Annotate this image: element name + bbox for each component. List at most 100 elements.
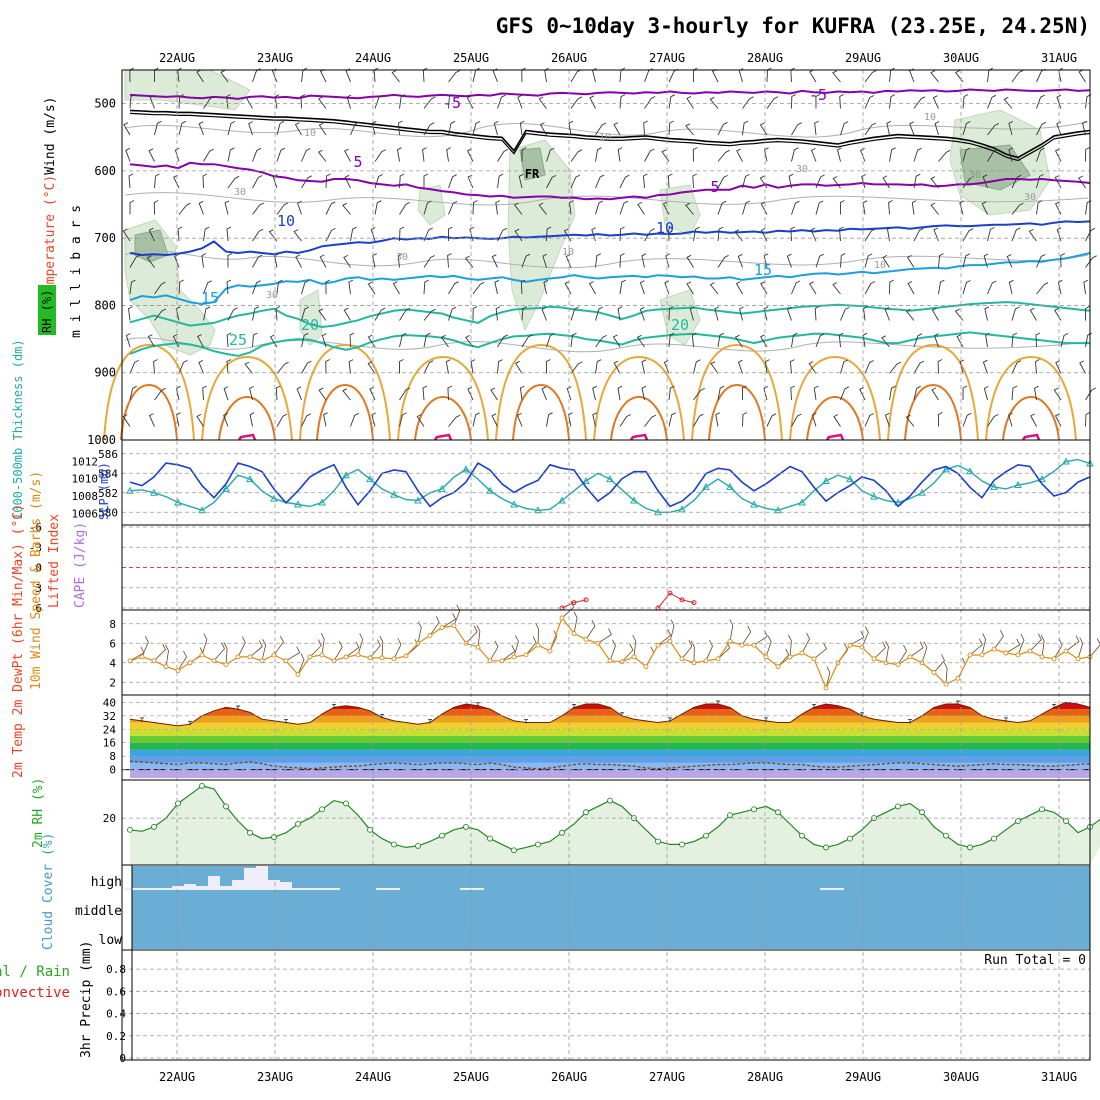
wind-barb — [252, 254, 263, 268]
wind-barb — [810, 227, 817, 242]
wind-barb — [862, 200, 868, 215]
rh-contour-label: 10 — [874, 260, 886, 271]
rh2m-point — [295, 821, 301, 827]
wind10m-point — [487, 658, 493, 664]
wind-barb — [472, 200, 478, 215]
wind10m-point — [427, 633, 433, 638]
isotherm-30 — [299, 343, 391, 441]
panel-wind10m — [122, 610, 1090, 695]
wind-barb — [815, 333, 825, 348]
temp-line — [129, 701, 1091, 727]
wind10m-point — [163, 664, 169, 670]
wind10m-point — [1063, 648, 1069, 654]
wind-barb — [568, 120, 574, 136]
wind10m-point — [547, 648, 553, 654]
wind-barb — [668, 332, 675, 348]
lifted-tick: -6 — [29, 521, 42, 534]
thickness-point — [966, 467, 974, 475]
thickness-point — [702, 482, 710, 490]
wind-barb — [325, 227, 336, 242]
wind-barb — [371, 412, 377, 427]
wind-barb — [399, 173, 405, 189]
wind-barb — [832, 70, 841, 83]
rh2m-point — [223, 803, 229, 810]
wind-barb — [959, 200, 965, 215]
wind-barb — [399, 387, 411, 401]
wind-barb — [589, 95, 596, 109]
wind-barb — [595, 174, 605, 189]
wind10m-point — [235, 654, 241, 660]
run-total-label: Run Total = 0 — [984, 953, 1086, 968]
rh2m-line — [129, 785, 1100, 851]
wind-barb — [198, 200, 204, 215]
wind-barb — [1036, 147, 1045, 162]
wind10m-point — [391, 656, 397, 662]
wind10m-point — [847, 642, 853, 648]
wind10m-point — [787, 654, 793, 660]
isotherm-35 — [414, 395, 472, 441]
wind-barb — [175, 385, 181, 401]
wind-barb — [519, 120, 525, 136]
wind-barb — [1011, 174, 1022, 189]
wind-barb — [514, 228, 523, 242]
wind10m-barb — [621, 643, 634, 663]
pressure-tick: 600 — [94, 164, 116, 178]
wind-barb — [613, 122, 621, 136]
wind10m-point — [175, 668, 181, 673]
wind-barb — [962, 280, 971, 295]
cloud-high-bar — [268, 880, 280, 890]
rh2m-tick: 20 — [103, 812, 116, 825]
wind10m-barb — [177, 650, 187, 671]
wind-barb — [815, 94, 821, 109]
rh2m-ylabel: 2m RH (%) — [31, 778, 46, 848]
freezing-label: FR — [525, 167, 540, 181]
wind-barb — [814, 120, 819, 136]
cloud-high-bar — [220, 886, 232, 890]
wind-barb — [493, 120, 499, 136]
wind10m-point — [451, 623, 457, 629]
wind-barb — [786, 306, 792, 321]
wind-barb — [448, 414, 461, 427]
wind-barb — [665, 253, 671, 268]
wind10m-barb — [969, 638, 983, 656]
rh2m-point — [895, 803, 901, 810]
wind-barb — [617, 147, 623, 162]
day-label-bottom: 31AUG — [1041, 1070, 1077, 1084]
wind10m-barb — [849, 631, 865, 646]
temp-band — [130, 762, 1090, 770]
wind-barb — [864, 122, 877, 136]
wind-barb — [128, 306, 133, 321]
lifted-index-point — [667, 590, 673, 596]
wind10m-point — [331, 658, 337, 664]
wind-barb — [196, 413, 204, 427]
wind-barb — [734, 334, 743, 348]
temp-minmax-marker — [140, 717, 144, 722]
day-label-top: 22AUG — [159, 51, 195, 65]
wind10m-point — [283, 658, 289, 664]
temp-minmax-marker — [668, 717, 672, 722]
wind-barb — [808, 361, 817, 374]
wind-barb — [938, 149, 951, 162]
cloud-ylabel: Cloud Cover (%) — [41, 833, 56, 950]
wind-barb — [392, 281, 400, 295]
wind-barb — [227, 253, 233, 268]
day-label-top: 26AUG — [551, 51, 587, 65]
wind-barb — [546, 333, 555, 348]
temp-minmax-marker — [476, 702, 480, 707]
wind-barb — [668, 120, 674, 136]
wind-barb — [763, 385, 769, 401]
wind-barb — [178, 120, 187, 136]
wind-barb — [125, 147, 131, 162]
wind-barb — [1036, 121, 1047, 136]
temp-band — [130, 715, 1090, 723]
wind-barb — [423, 332, 431, 348]
day-label-top: 27AUG — [649, 51, 685, 65]
wind-barb — [619, 200, 629, 215]
precip-tick: 0.2 — [106, 1030, 126, 1043]
wind-barb — [128, 173, 134, 189]
wind10m-point — [559, 615, 565, 621]
slp-tick: 1012 — [72, 455, 99, 468]
wind-barb — [301, 306, 310, 321]
cloud-background — [132, 866, 1090, 949]
wind-barb — [909, 121, 915, 136]
